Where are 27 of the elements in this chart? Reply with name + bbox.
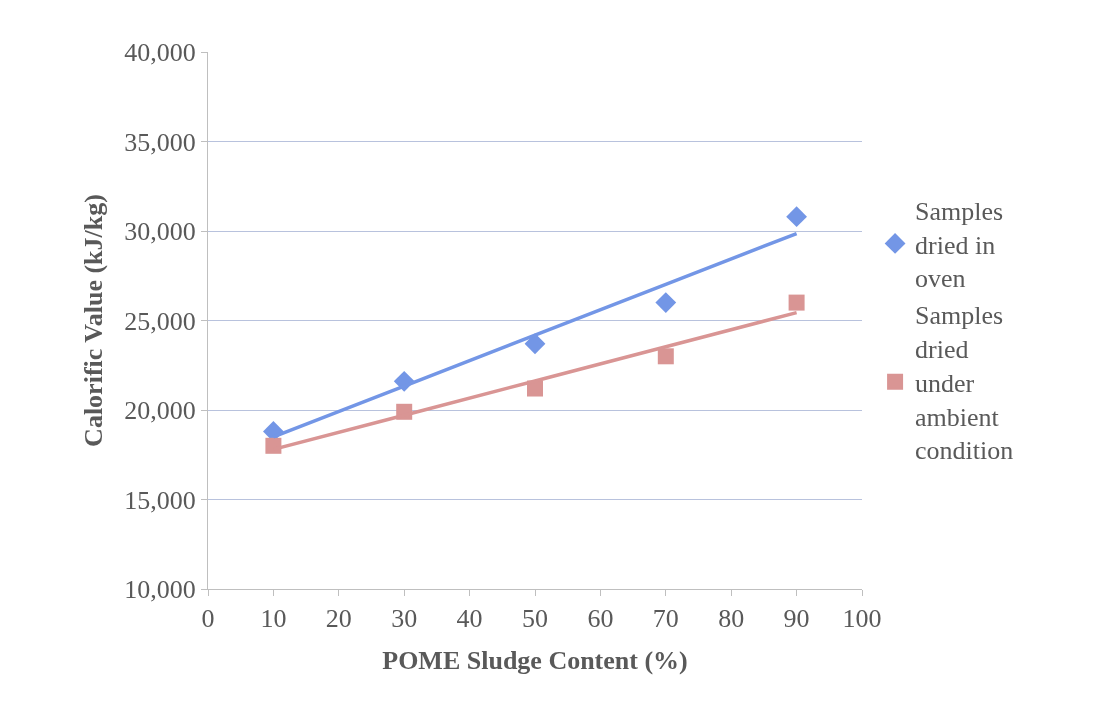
x-tick-label: 0: [201, 604, 215, 634]
y-tick-label: 40,000: [124, 38, 196, 68]
x-tick-label: 60: [587, 604, 614, 634]
y-tick-label: 35,000: [124, 127, 196, 157]
x-tick-label: 30: [391, 604, 418, 634]
x-tick-label: 20: [325, 604, 352, 634]
y-tick-label: 10,000: [124, 575, 196, 605]
y-tick-label: 20,000: [124, 396, 196, 426]
point: [524, 333, 546, 355]
point: [657, 348, 674, 365]
legend-label: Samples dried under ambient condition: [915, 301, 1014, 466]
x-tick-label: 10: [260, 604, 287, 634]
x-tick-label: 90: [783, 604, 810, 634]
y-tick-label: 30,000: [124, 217, 196, 247]
point: [788, 294, 805, 311]
x-tick-label: 80: [718, 604, 745, 634]
x-axis-title: POME Sludge Content (%): [382, 645, 688, 675]
x-tick-label: 100: [842, 604, 882, 634]
y-tick-label: 25,000: [124, 306, 196, 336]
x-tick-label: 40: [456, 604, 483, 634]
x-tick-label: 50: [522, 604, 548, 634]
legend-label: Samples dried in oven: [915, 196, 1004, 294]
y-tick-label: 15,000: [124, 485, 196, 515]
point: [655, 292, 677, 313]
x-tick-label: 70: [652, 604, 679, 634]
y-axis-title: Calorific Value (kJ/kg): [78, 194, 108, 447]
point: [786, 206, 807, 228]
